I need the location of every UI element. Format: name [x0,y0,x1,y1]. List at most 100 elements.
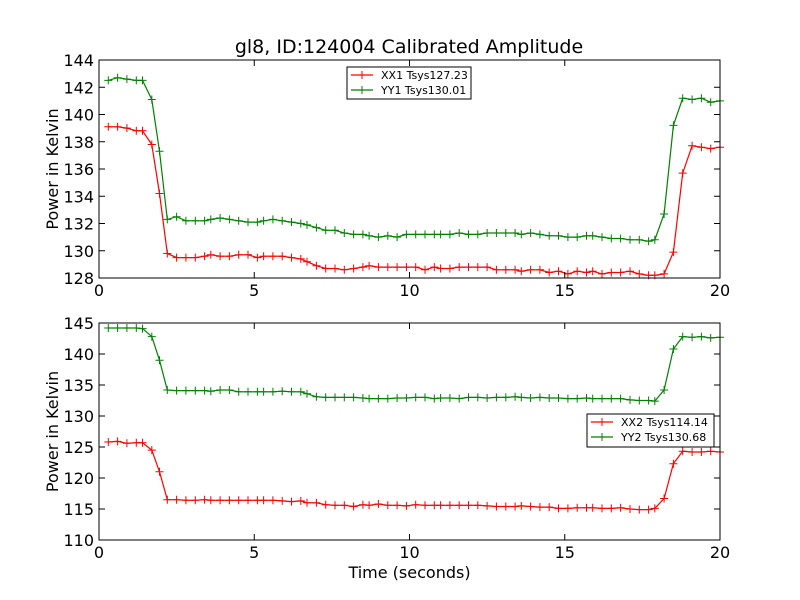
data-point-marker [473,393,482,402]
data-point-marker [191,386,200,395]
x-tick-label: 5 [249,281,259,300]
data-point-marker [181,386,190,395]
data-point-marker [278,252,287,261]
data-point-marker [253,218,262,227]
data-point-marker [588,231,597,240]
data-point-marker [287,497,296,506]
data-point-marker [582,268,591,277]
data-point-marker [445,230,454,239]
data-point-marker [598,504,606,513]
data-point-marker [278,387,287,396]
data-point-marker [501,229,510,237]
data-point-marker [303,389,311,398]
data-point-marker [526,265,535,274]
data-point-marker [588,394,597,403]
series-1-1 [104,122,724,280]
x-tick-label: 0 [94,543,104,562]
y-tick-label: 140 [63,106,94,125]
data-point-marker [554,267,563,276]
data-point-marker [172,495,181,504]
data-point-marker [383,231,392,240]
data-point-marker [501,265,510,274]
data-point-marker [296,219,305,228]
data-point-marker [113,122,122,131]
data-point-marker [626,395,634,404]
data-point-marker [411,263,420,272]
y-tick-label: 130 [63,242,94,261]
data-point-marker [374,500,383,508]
data-point-marker [598,394,606,403]
data-point-marker [678,94,687,103]
y-tick-label: 135 [63,376,94,395]
data-point-marker [303,498,311,507]
data-point-marker [616,268,625,277]
data-point-marker [535,503,544,512]
data-point-marker [331,393,339,402]
data-point-marker [287,387,296,396]
data-point-marker [501,393,510,402]
data-point-marker [393,501,402,510]
series-2-1 [104,437,724,514]
data-point-marker [234,496,243,505]
data-point-marker [383,394,392,403]
x-tick-label: 5 [249,543,259,562]
data-point-marker [697,332,706,341]
data-point-marker [259,387,268,396]
legend-swatch-marker [358,86,366,94]
legend-label: YY1 Tsys130.01 [380,84,466,97]
data-point-marker [464,230,473,239]
data-point-marker [669,121,678,130]
data-point-marker [455,263,464,272]
data-point-marker [206,215,215,224]
legend-label: XX1 Tsys127.23 [381,69,468,82]
data-point-marker [244,496,252,505]
data-point-marker [436,501,445,510]
x-tick-label: 20 [710,281,730,300]
data-point-marker [349,264,358,273]
data-point-marker [374,233,383,242]
data-point-marker [147,446,156,455]
data-point-marker [393,263,402,272]
data-point-marker [321,500,330,509]
data-point-marker [216,214,225,222]
data-point-marker [206,496,215,505]
subplot-2: 0 5 10 15 20 110 115 120 125 130 135 140 145 Power in… [43,314,730,582]
data-point-marker [573,394,582,403]
y-tick-label: 144 [63,51,94,70]
data-point-marker [688,95,697,104]
legend-label: YY2 Tsys130.68 [620,431,706,444]
data-point-marker [573,267,582,276]
data-point-marker [483,229,492,237]
data-point-marker [172,253,181,262]
data-point-marker [669,248,678,257]
data-point-marker [535,393,544,402]
data-point-marker [688,448,697,456]
data-point-marker [113,73,122,82]
data-point-marker [303,220,311,229]
data-point-marker [554,504,563,513]
data-point-marker [669,459,678,468]
data-point-marker [535,265,544,274]
data-point-marker [430,394,439,403]
y-tick-label: 120 [63,469,94,488]
data-point-marker [340,501,349,510]
data-point-marker [445,501,454,510]
data-point-marker [635,269,644,278]
data-point-marker [660,269,669,278]
data-point-marker [268,496,277,505]
data-point-marker [582,394,591,402]
data-point-marker [312,498,321,507]
data-point-marker [616,394,625,403]
data-point-marker [358,394,367,402]
data-point-marker [181,216,190,225]
data-point-marker [511,502,520,511]
data-point-marker [635,505,644,514]
data-point-marker [644,396,653,405]
y-tick-label: 125 [63,438,94,457]
legend-box [346,66,472,100]
data-point-marker [492,393,501,402]
data-point-marker [191,496,200,505]
data-point-marker [358,500,367,509]
data-point-marker [688,333,697,342]
y-tick-label: 142 [63,78,94,97]
